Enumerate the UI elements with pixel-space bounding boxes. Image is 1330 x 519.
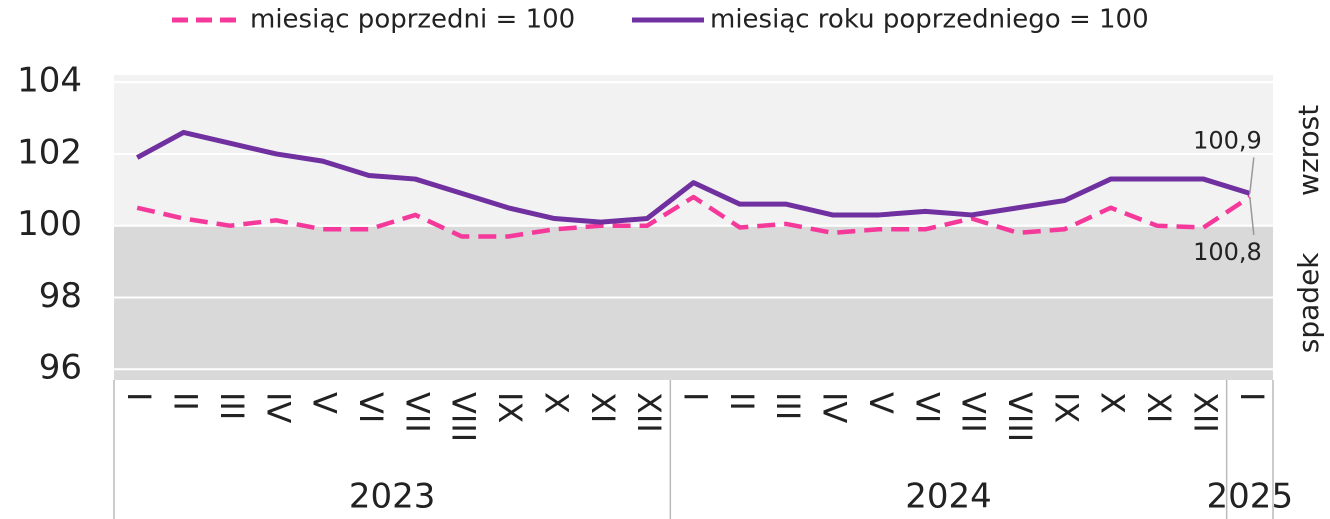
- zone-label: spadek: [1292, 252, 1325, 354]
- x-tick-label: II: [723, 392, 761, 411]
- y-tick-label: 96: [39, 348, 82, 388]
- group-label: 2023: [349, 477, 436, 517]
- zone-label: wzrost: [1292, 105, 1325, 196]
- x-tick-label: IX: [1047, 392, 1085, 423]
- x-tick-label: XI: [1140, 392, 1178, 423]
- y-tick-label: 104: [17, 61, 82, 101]
- annotation-label: 100,9: [1193, 126, 1262, 154]
- x-tick-label: I: [1233, 392, 1271, 401]
- x-tick-label: V: [862, 392, 900, 414]
- x-tick-label: V: [306, 392, 344, 414]
- x-tick-label: VII: [398, 392, 436, 433]
- x-tick-label: I: [120, 392, 158, 401]
- legend-label: miesiąc roku poprzedniego = 100: [710, 5, 1149, 35]
- zone: [114, 75, 1273, 226]
- x-tick-label: VI: [352, 392, 390, 423]
- annotation-leader: [1249, 196, 1255, 236]
- x-tick-label: VI: [908, 392, 946, 423]
- x-tick-label: II: [167, 392, 205, 411]
- annotation-leader: [1249, 157, 1255, 194]
- series-line: [135, 129, 1251, 225]
- legend-label: miesiąc poprzedni = 100: [250, 5, 575, 35]
- zone: [114, 225, 1273, 380]
- x-tick-label: X: [1094, 392, 1132, 414]
- x-tick-label: III: [213, 392, 251, 420]
- annotation-label: 100,8: [1193, 238, 1262, 266]
- x-tick-label: XII: [1186, 392, 1224, 433]
- y-tick-label: 100: [17, 204, 82, 244]
- x-tick-label: IX: [491, 392, 529, 423]
- x-tick-label: VII: [955, 392, 993, 433]
- group-label: 2025: [1207, 477, 1294, 517]
- x-tick-label: I: [677, 392, 715, 401]
- x-tick-label: IV: [259, 392, 297, 423]
- x-tick-label: III: [769, 392, 807, 420]
- x-tick-label: XI: [584, 392, 622, 423]
- y-tick-label: 102: [17, 132, 82, 172]
- series-line: [136, 194, 1252, 239]
- group-label: 2024: [905, 477, 992, 517]
- x-tick-label: X: [537, 392, 575, 414]
- x-tick-label: VIII: [1001, 392, 1039, 442]
- x-tick-label: IV: [816, 392, 854, 423]
- x-tick-label: VIII: [445, 392, 483, 442]
- y-tick-label: 98: [39, 276, 82, 316]
- x-tick-label: XII: [630, 392, 668, 433]
